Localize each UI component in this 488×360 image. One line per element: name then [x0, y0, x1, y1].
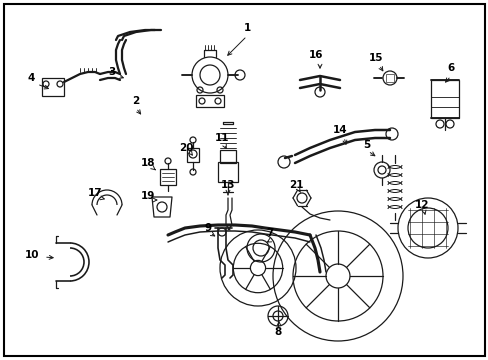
- Text: 12: 12: [414, 200, 428, 210]
- Text: 19: 19: [141, 191, 155, 201]
- Bar: [196, 95, 224, 107]
- Text: 1: 1: [243, 23, 250, 33]
- Text: 2: 2: [132, 96, 140, 106]
- Bar: [160, 169, 176, 185]
- Text: 20: 20: [179, 143, 193, 153]
- Bar: [385, 74, 393, 82]
- Bar: [42, 78, 64, 96]
- Bar: [186, 148, 199, 162]
- Text: 13: 13: [220, 180, 235, 190]
- Text: 15: 15: [368, 53, 383, 63]
- Text: 3: 3: [108, 67, 115, 77]
- Text: 7: 7: [266, 228, 273, 238]
- Text: 17: 17: [87, 188, 102, 198]
- Text: 9: 9: [204, 223, 211, 233]
- Text: 10: 10: [25, 250, 39, 260]
- Bar: [430, 80, 458, 118]
- Text: 4: 4: [27, 73, 35, 83]
- Text: 8: 8: [274, 327, 281, 337]
- Text: 21: 21: [288, 180, 303, 190]
- Text: 5: 5: [363, 140, 370, 150]
- Text: 16: 16: [308, 50, 323, 60]
- Text: 6: 6: [447, 63, 454, 73]
- Text: 14: 14: [332, 125, 346, 135]
- Bar: [218, 162, 238, 182]
- Bar: [220, 150, 236, 163]
- Text: 18: 18: [141, 158, 155, 168]
- Text: 11: 11: [214, 133, 229, 143]
